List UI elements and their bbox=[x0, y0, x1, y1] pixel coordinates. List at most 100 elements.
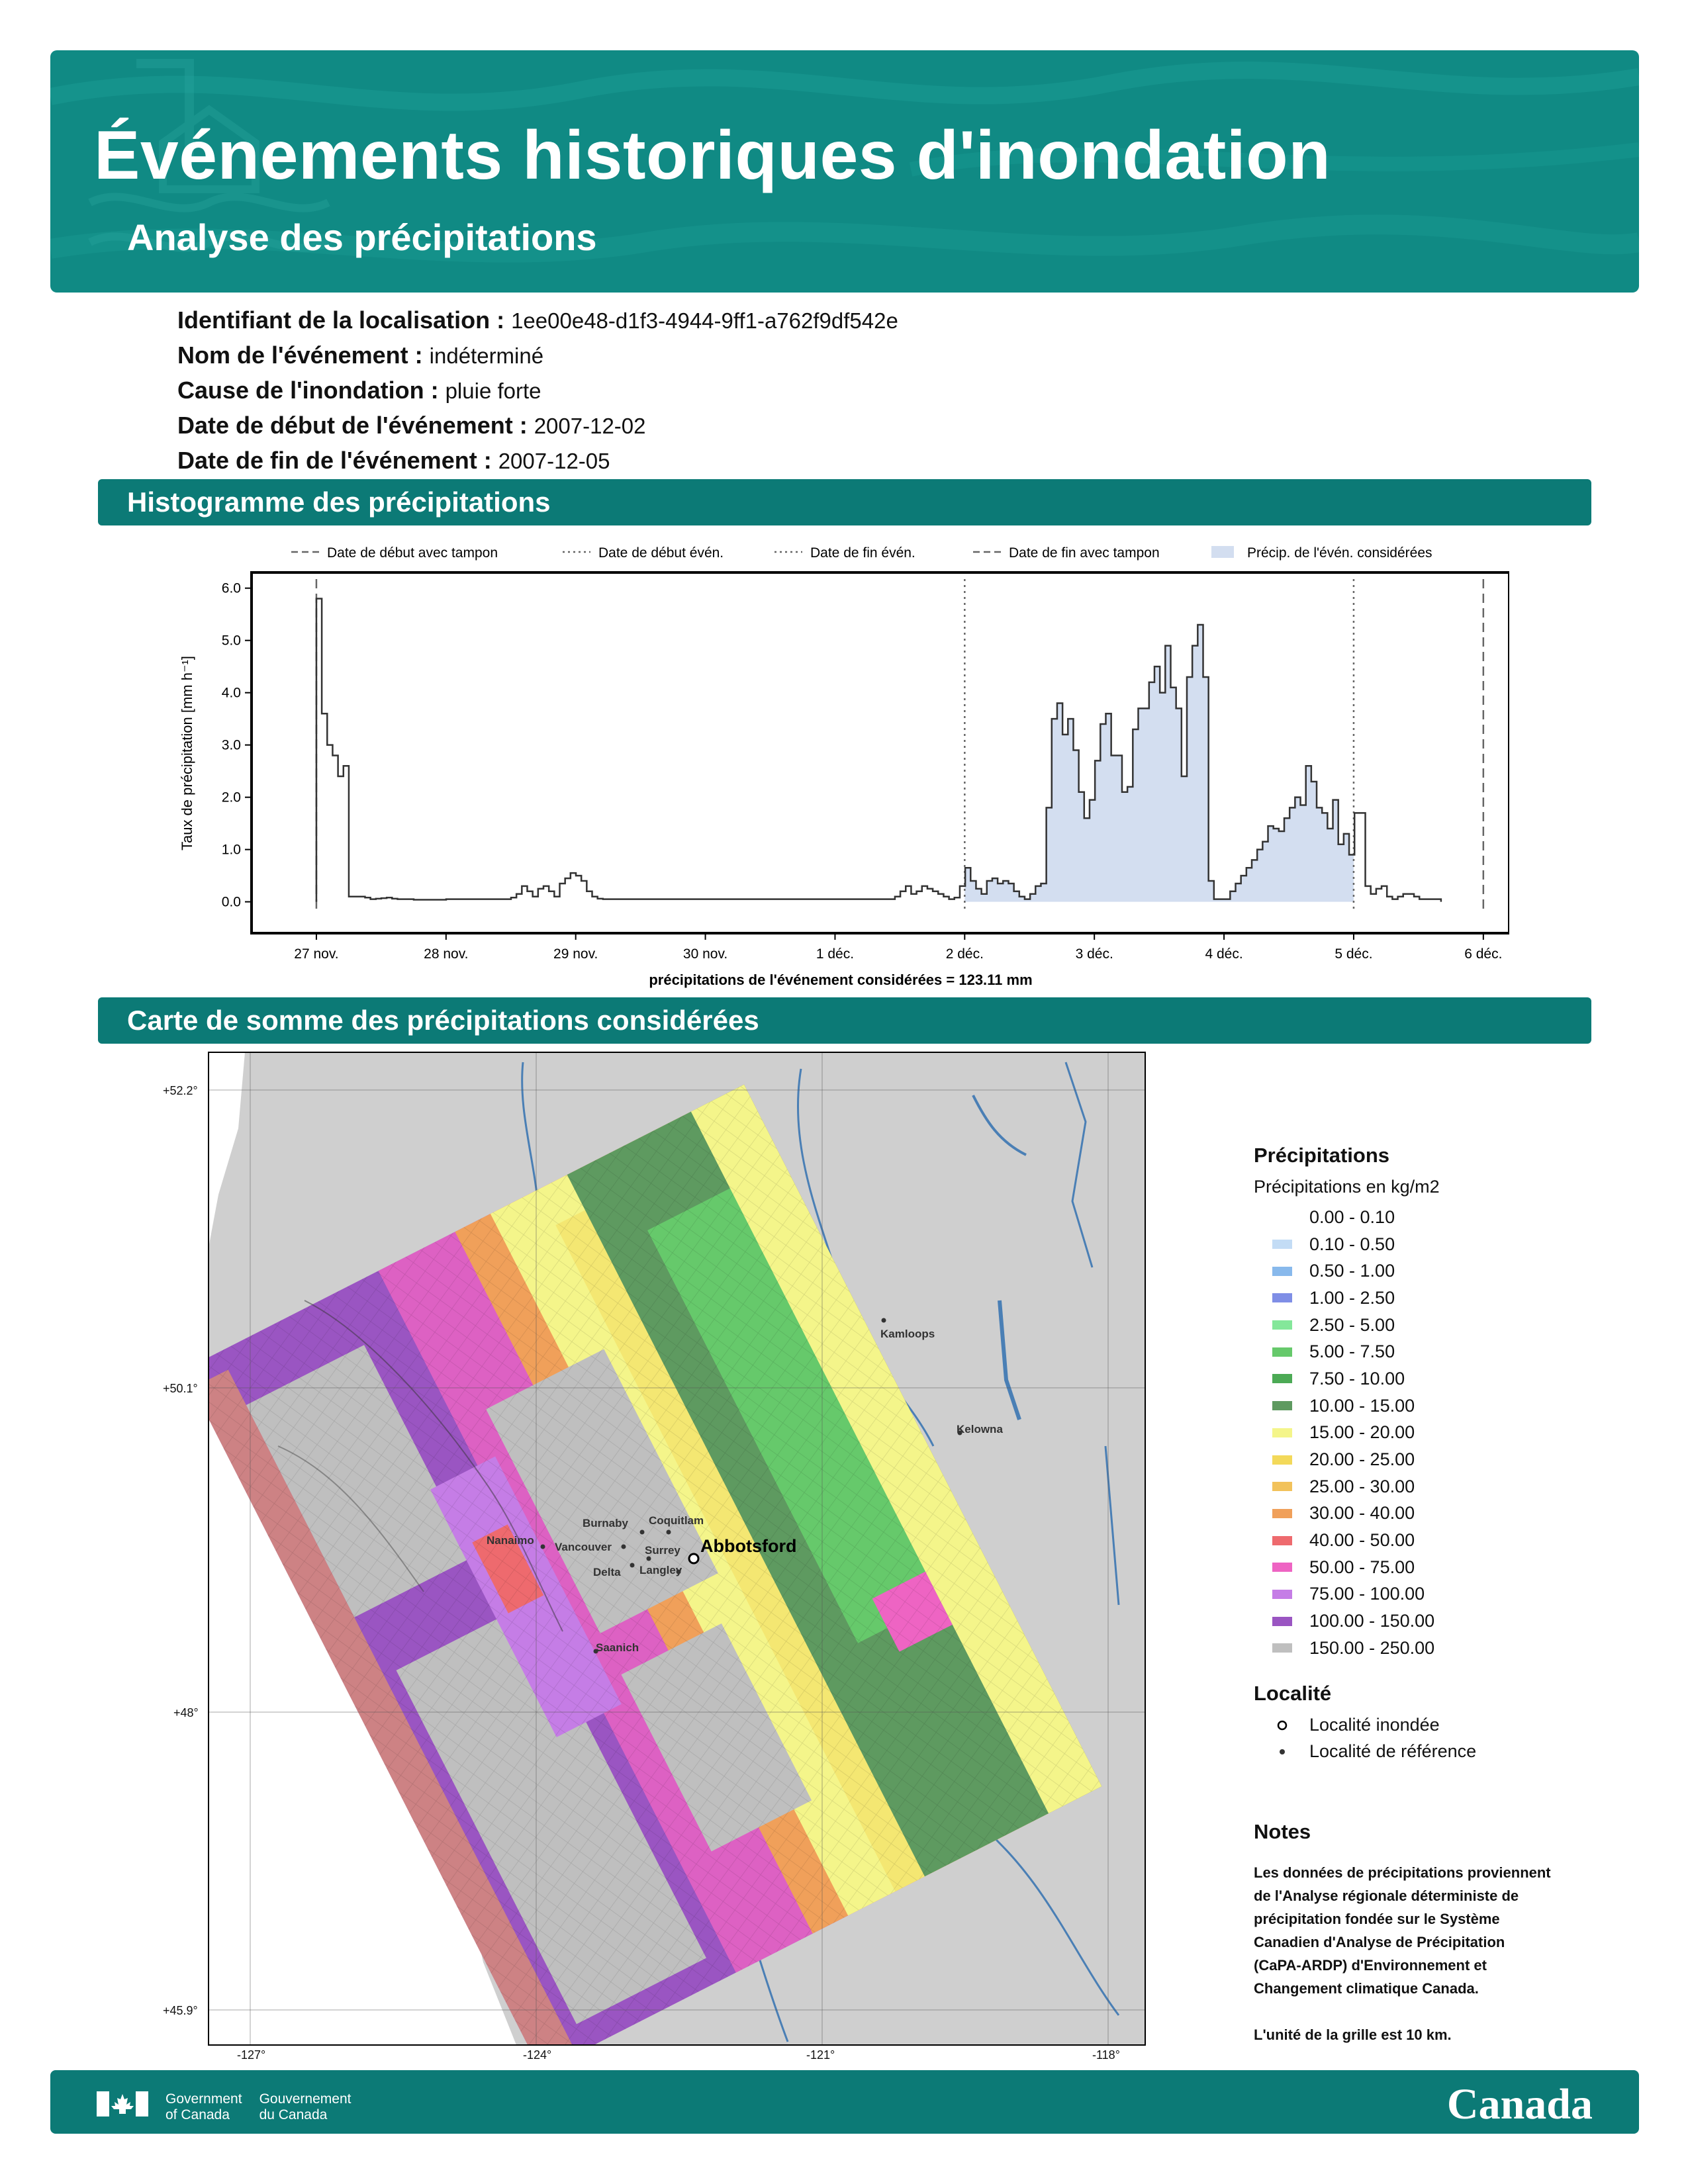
legend-bin: 75.00 - 100.00 bbox=[1254, 1581, 1598, 1608]
meta-value: pluie forte bbox=[445, 379, 541, 403]
city-marker bbox=[957, 1430, 962, 1435]
legend-bin-label: 75.00 - 100.00 bbox=[1309, 1584, 1425, 1604]
legend-bin: 5.00 - 7.50 bbox=[1254, 1338, 1598, 1365]
x-axis-label: précipitations de l'événement considérée… bbox=[649, 972, 1032, 988]
legend-title: Précipitations bbox=[1254, 1144, 1389, 1167]
lat-label: +45.9° bbox=[163, 2004, 198, 2017]
notes-line: précipitation fondée sur le Système bbox=[1254, 1911, 1500, 1927]
locality-title: Localité bbox=[1254, 1681, 1332, 1705]
legend-bin-label: 150.00 - 250.00 bbox=[1309, 1637, 1435, 1658]
legend-swatch bbox=[1272, 1535, 1292, 1545]
meta-label: Identifiant de la localisation : bbox=[177, 306, 505, 334]
legend-bin-label: 10.00 - 15.00 bbox=[1309, 1395, 1415, 1416]
lon-label: -121° bbox=[806, 2048, 835, 2062]
x-tick-label: 29 nov. bbox=[553, 946, 598, 962]
city-label: Langley bbox=[639, 1564, 682, 1576]
legend-bin: 50.00 - 75.00 bbox=[1254, 1554, 1598, 1581]
y-tick-label: 2.0 bbox=[222, 790, 241, 805]
legend-bin: 0.00 - 0.10 bbox=[1254, 1204, 1598, 1231]
meta-label: Nom de l'événement : bbox=[177, 341, 423, 369]
legend-bin: 25.00 - 30.00 bbox=[1254, 1473, 1598, 1500]
legend-subtitle: Précipitations en kg/m2 bbox=[1254, 1177, 1440, 1197]
x-tick-label: 1 déc. bbox=[816, 946, 854, 962]
city-label: Surrey bbox=[645, 1544, 680, 1557]
meta-label: Date de début de l'événement : bbox=[177, 412, 528, 439]
map-legend: Précipitations Précipitations en kg/m2 0… bbox=[1254, 1144, 1598, 1765]
city-marker bbox=[630, 1563, 635, 1568]
legend-bin: 100.00 - 150.00 bbox=[1254, 1608, 1598, 1635]
legend-bin: 1.00 - 2.50 bbox=[1254, 1285, 1598, 1312]
meta-row-cause: Cause de l'inondation : pluie forte bbox=[177, 373, 898, 408]
legend-bin: 7.50 - 10.00 bbox=[1254, 1365, 1598, 1392]
legend-item-label: Localité inondée bbox=[1309, 1715, 1440, 1735]
legend-bins: 0.00 - 0.10 0.10 - 0.50 0.50 - 1.00 1.00 - … bbox=[1254, 1204, 1598, 1662]
lat-label: +50.1° bbox=[163, 1382, 198, 1395]
canada-wordmark: Canada bbox=[1447, 2079, 1593, 2130]
gov-en-line: Government bbox=[165, 2091, 242, 2107]
meta-value: 2007-12-02 bbox=[534, 414, 646, 438]
city-marker bbox=[881, 1318, 886, 1323]
event-fill-area bbox=[964, 624, 1354, 902]
meta-value: indéterminé bbox=[429, 343, 544, 368]
legend-label: Date de début évén. bbox=[598, 545, 724, 561]
gov-en: Government of Canada bbox=[165, 2091, 242, 2123]
city-label: Delta bbox=[593, 1566, 621, 1578]
x-tick-label: 4 déc. bbox=[1205, 946, 1243, 962]
wave-decoration bbox=[50, 59, 1639, 263]
legend-bin-label: 1.00 - 2.50 bbox=[1309, 1287, 1395, 1308]
legend-reference-locality: Localité de référence bbox=[1254, 1739, 1598, 1765]
legend-bin-label: 0.50 - 1.00 bbox=[1309, 1261, 1395, 1281]
precipitation-histogram: Date de début avec tampon Date de début é… bbox=[179, 545, 1509, 988]
meta-label: Cause de l'inondation : bbox=[177, 377, 439, 404]
lat-label: +52.2° bbox=[163, 1084, 198, 1097]
notes-line: Les données de précipitations proviennen… bbox=[1254, 1864, 1551, 1881]
x-tick-label: 27 nov. bbox=[294, 946, 338, 962]
legend-bin-label: 0.10 - 0.50 bbox=[1309, 1234, 1395, 1254]
legend-bin-label: 20.00 - 25.00 bbox=[1309, 1449, 1415, 1470]
legend-flooded-locality: Localité inondée bbox=[1254, 1712, 1598, 1739]
flooded-city-marker bbox=[688, 1553, 700, 1565]
city-label: Vancouver bbox=[555, 1541, 612, 1553]
y-axis-label: Taux de précipitation [mm h⁻¹] bbox=[179, 656, 195, 850]
city-marker bbox=[676, 1569, 681, 1574]
city-marker bbox=[621, 1544, 626, 1549]
meta-row-start-date: Date de début de l'événement :2007-12-02 bbox=[177, 408, 898, 443]
lon-label: -124° bbox=[523, 2048, 552, 2062]
event-fill bbox=[964, 624, 1354, 902]
x-tick-label: 3 déc. bbox=[1076, 946, 1113, 962]
legend-bin: 2.50 - 5.00 bbox=[1254, 1312, 1598, 1339]
legend-bin: 150.00 - 250.00 bbox=[1254, 1635, 1598, 1662]
legend-bin-label: 7.50 - 10.00 bbox=[1309, 1368, 1405, 1388]
meta-row-location-id: Identifiant de la localisation :1ee00e48… bbox=[177, 303, 898, 338]
meta-value: 2007-12-05 bbox=[498, 449, 610, 473]
notes-grid-unit: L'unité de la grille est 10 km. bbox=[1254, 2026, 1452, 2043]
lat-label: +48° bbox=[173, 1706, 199, 1719]
ocean-area bbox=[209, 1052, 245, 1248]
notes-line: Changement climatique Canada. bbox=[1254, 1980, 1479, 1997]
histogram-legend: Date de début avec tampon Date de début é… bbox=[291, 545, 1432, 561]
gov-fr-line: du Canada bbox=[259, 2107, 328, 2122]
graticule bbox=[209, 1052, 1145, 2045]
gov-fr: Gouvernement du Canada bbox=[259, 2091, 352, 2123]
legend-item-label: Localité de référence bbox=[1309, 1741, 1477, 1762]
x-axis-ticks: 27 nov. 28 nov. 29 nov. 30 nov. 1 déc. 2 déc.… bbox=[294, 933, 1502, 962]
canada-flag-icon bbox=[97, 2091, 148, 2116]
notes-line: (CaPA-ARDP) d'Environnement et bbox=[1254, 1957, 1487, 1974]
legend-bin: 40.00 - 50.00 bbox=[1254, 1527, 1598, 1554]
legend-label: Date de fin évén. bbox=[810, 545, 915, 561]
section-header-histogram: Histogramme des précipitations bbox=[98, 479, 1591, 525]
notes-line: de l'Analyse régionale déterministe de bbox=[1254, 1888, 1519, 1904]
y-axis-ticks: 0.0 1.0 2.0 3.0 4.0 5.0 6.0 bbox=[222, 581, 252, 910]
notes: Notes Les données de précipitations prov… bbox=[1254, 1820, 1611, 2046]
legend-swatch bbox=[1211, 546, 1234, 558]
city-label: Coquitlam bbox=[649, 1514, 704, 1527]
city-marker bbox=[540, 1544, 545, 1549]
y-tick-label: 5.0 bbox=[222, 633, 241, 649]
government-signature: Government of Canada Gouvernement du Can… bbox=[97, 2091, 351, 2123]
x-tick-label: 2 déc. bbox=[946, 946, 984, 962]
y-tick-label: 6.0 bbox=[222, 581, 241, 596]
lon-label: -118° bbox=[1092, 2048, 1120, 2062]
dot-icon bbox=[1280, 1749, 1285, 1754]
legend-swatch bbox=[1272, 1401, 1292, 1411]
map-frame bbox=[208, 1052, 1146, 2046]
